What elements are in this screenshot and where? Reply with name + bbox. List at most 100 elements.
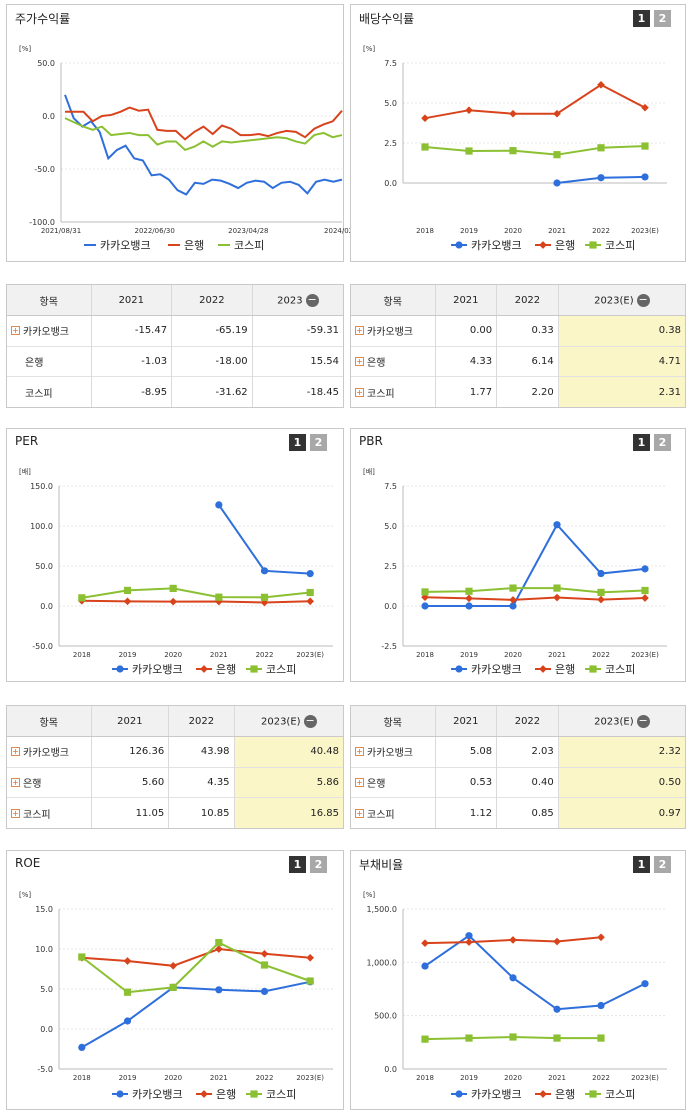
data-point-circle — [465, 932, 473, 940]
table-header-row: 항목 2021 2022 2023(E) − — [351, 706, 685, 737]
data-point-diamond — [465, 594, 473, 603]
data-point-square — [597, 588, 605, 596]
collapse-icon[interactable]: − — [305, 292, 319, 307]
expand-icon[interactable]: + — [11, 326, 20, 336]
legend-label: 코스피 — [266, 1088, 296, 1101]
data-point-square — [553, 151, 561, 159]
table-row: + 카카오뱅크 0.00 0.33 0.38 — [351, 315, 685, 346]
data-point-square — [421, 143, 429, 151]
data-point-square — [465, 147, 473, 155]
data-point-diamond — [421, 114, 429, 123]
expand-icon[interactable]: + — [355, 356, 364, 366]
legend-label: 은행 — [555, 1088, 575, 1101]
data-point-square — [553, 584, 561, 592]
data-point-square — [641, 142, 649, 150]
collapse-icon[interactable]: − — [636, 292, 650, 307]
page-1-button[interactable]: 1 — [633, 434, 650, 451]
cell: -18.45 — [251, 376, 343, 407]
x-tick-label: 2018 — [73, 651, 91, 659]
per-chart: 150.0 100.0 50.0 0.0 -50.0 2018 2019 2020 2021 20… — [30, 482, 333, 676]
row-label: 은행 — [23, 778, 42, 790]
data-point-circle — [641, 980, 649, 988]
table-header-row: 항목 2021 2022 2023(E) − — [7, 706, 343, 737]
data-point-diamond — [641, 594, 649, 602]
data-point-square — [509, 584, 517, 592]
data-point-diamond — [200, 1090, 208, 1098]
expand-icon[interactable]: + — [355, 387, 364, 397]
cell: 10.85 — [168, 797, 235, 828]
expand-icon[interactable]: + — [11, 808, 20, 818]
page-2-button[interactable]: 2 — [654, 856, 671, 873]
y-tick-label: 2.5 — [384, 139, 397, 148]
y-tick-label: -100.0 — [29, 218, 55, 227]
data-point-circle — [641, 173, 649, 181]
cell: 16.85 — [233, 797, 343, 828]
per-panel: PER 1 2 [배] 150.0 100.0 50.0 0.0 -50.0 2018 20… — [6, 428, 344, 682]
x-tick-label: 2022 — [592, 1074, 610, 1082]
data-point-circle — [455, 665, 463, 673]
cell: 4.71 — [557, 345, 685, 377]
panel-title: 주가수익률 — [15, 12, 71, 26]
row-label: 코스피 — [23, 809, 51, 821]
header-2023e: 2023(E) − — [233, 706, 343, 737]
data-point-diamond — [306, 953, 314, 962]
expand-icon[interactable]: + — [11, 777, 20, 787]
collapse-icon[interactable]: − — [636, 713, 650, 728]
y-tick-label: 15.0 — [35, 905, 53, 914]
series-line — [81, 941, 311, 994]
data-point-circle — [597, 174, 605, 182]
page-2-button[interactable]: 2 — [310, 434, 327, 451]
pager: 1 2 — [633, 434, 671, 451]
y-tick-label: 1,000.0 — [366, 958, 397, 967]
header-2022: 2022 — [496, 285, 559, 316]
table-row: + 카카오뱅크 5.08 2.03 2.32 — [351, 736, 685, 767]
legend-label: 은행 — [184, 239, 204, 252]
expand-icon[interactable]: + — [355, 808, 364, 818]
cell: -8.95 — [90, 376, 172, 407]
cell: -59.31 — [251, 315, 343, 346]
data-point-diamond — [509, 936, 517, 944]
cell: 40.48 — [233, 736, 343, 767]
unit-label: [%] — [363, 891, 376, 899]
data-point-circle — [215, 986, 223, 994]
collapse-icon[interactable]: − — [303, 713, 317, 728]
data-point-circle — [421, 602, 429, 610]
expand-icon[interactable]: + — [11, 747, 20, 757]
series-line — [424, 596, 646, 601]
x-tick-label: 2022 — [592, 651, 610, 659]
page-2-button[interactable]: 2 — [654, 434, 671, 451]
page-2-button[interactable]: 2 — [654, 10, 671, 27]
page-1-button[interactable]: 1 — [289, 856, 306, 873]
series-line — [424, 83, 646, 120]
pager: 1 2 — [633, 10, 671, 27]
expand-icon[interactable]: + — [355, 747, 364, 757]
x-tick-label: 2019 — [119, 1074, 137, 1082]
dividend-yield-table: 항목 2021 2022 2023(E) − + 카카오뱅크 0.00 0.33 0… — [350, 284, 686, 408]
page-2-button[interactable]: 2 — [310, 856, 327, 873]
per-table: 항목 2021 2022 2023(E) − + 카카오뱅크 126.36 43.9… — [6, 705, 344, 829]
table-header-row: 항목 2021 2022 2023− — [7, 285, 343, 316]
x-tick-label: 2024/02/2 — [324, 227, 360, 235]
page-1-button[interactable]: 1 — [633, 10, 650, 27]
y-tick-label: 150.0 — [30, 482, 53, 491]
data-point-diamond — [123, 597, 132, 606]
table-row: + 코스피 1.77 2.20 2.31 — [351, 376, 685, 407]
legend-label: 코스피 — [266, 663, 296, 676]
row-label: 은행 — [367, 778, 386, 790]
y-tick-label: 2.5 — [384, 562, 397, 571]
cell: 1.77 — [434, 376, 497, 407]
data-point-square — [465, 1034, 473, 1042]
expand-icon[interactable]: + — [355, 326, 364, 336]
data-point-circle — [260, 987, 269, 995]
data-point-square — [78, 953, 86, 961]
data-point-circle — [455, 241, 463, 249]
unit-label: [배] — [19, 468, 31, 476]
x-tick-label: 2020 — [504, 651, 522, 659]
page-1-button[interactable]: 1 — [633, 856, 650, 873]
x-tick-label: 2021 — [210, 651, 228, 659]
data-point-square — [169, 983, 177, 991]
data-point-diamond — [509, 109, 517, 118]
header-item: 항목 — [351, 706, 435, 737]
expand-icon[interactable]: + — [355, 777, 364, 787]
page-1-button[interactable]: 1 — [289, 434, 306, 451]
